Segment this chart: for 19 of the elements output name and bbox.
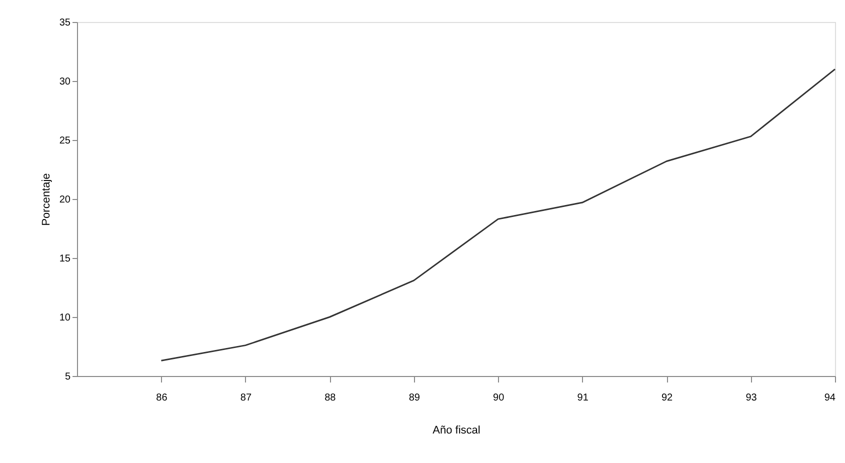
y-tick-label: 10 bbox=[59, 312, 71, 324]
x-tick-label: 86 bbox=[156, 392, 168, 404]
x-tick-label: 88 bbox=[324, 392, 336, 404]
y-tick-label: 35 bbox=[59, 18, 71, 28]
x-tick-label: 92 bbox=[661, 392, 674, 404]
y-axis-title: Porcentaje bbox=[40, 173, 52, 226]
y-tick-label: 30 bbox=[59, 76, 71, 88]
x-tick-label: 93 bbox=[746, 392, 758, 404]
x-tick-label: 90 bbox=[493, 392, 505, 404]
x-tick-label: 91 bbox=[577, 392, 589, 404]
y-tick-label: 25 bbox=[59, 136, 71, 146]
y-tick-label: 15 bbox=[59, 254, 71, 264]
y-tick-label: 5 bbox=[64, 372, 71, 382]
y-tick-label: 20 bbox=[59, 194, 71, 206]
x-tick-label: 94 bbox=[824, 392, 836, 404]
x-axis-title: Año fiscal bbox=[432, 424, 480, 436]
x-tick-label: 89 bbox=[408, 392, 420, 404]
x-tick-label: 87 bbox=[240, 392, 252, 404]
line-series bbox=[160, 68, 836, 362]
